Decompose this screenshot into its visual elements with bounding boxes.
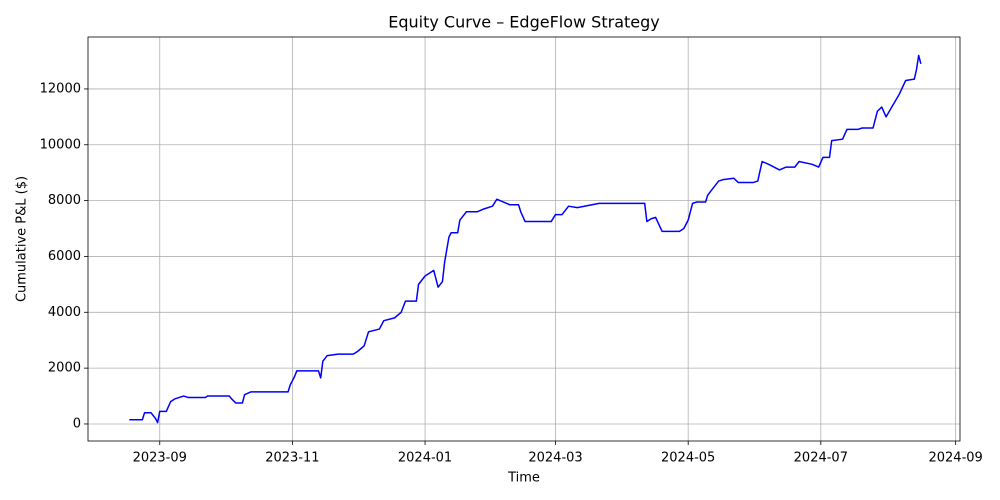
y-tick-label: 4000 [48,305,81,320]
x-tick-label: 2023-11 [265,451,319,466]
y-tick-label: 12000 [40,81,81,96]
y-tick-label: 2000 [48,361,81,376]
x-tick-label: 2024-05 [661,451,715,466]
chart-title: Equity Curve – EdgeFlow Strategy [388,13,659,32]
x-tick-label: 2023-09 [133,451,187,466]
x-tick-label: 2024-07 [794,451,848,466]
x-axis-label: Time [507,471,540,486]
y-axis-label: Cumulative P&L ($) [15,176,30,302]
y-tick-label: 6000 [48,249,81,264]
plot-frame [87,36,961,442]
x-tick-label: 2024-09 [928,451,982,466]
x-tick-label: 2024-03 [528,451,582,466]
equity-line [129,54,922,424]
x-tick-label: 2024-01 [398,451,452,466]
y-tick-label: 0 [73,416,81,431]
y-tick-label: 10000 [40,137,81,152]
y-tick-label: 8000 [48,193,81,208]
